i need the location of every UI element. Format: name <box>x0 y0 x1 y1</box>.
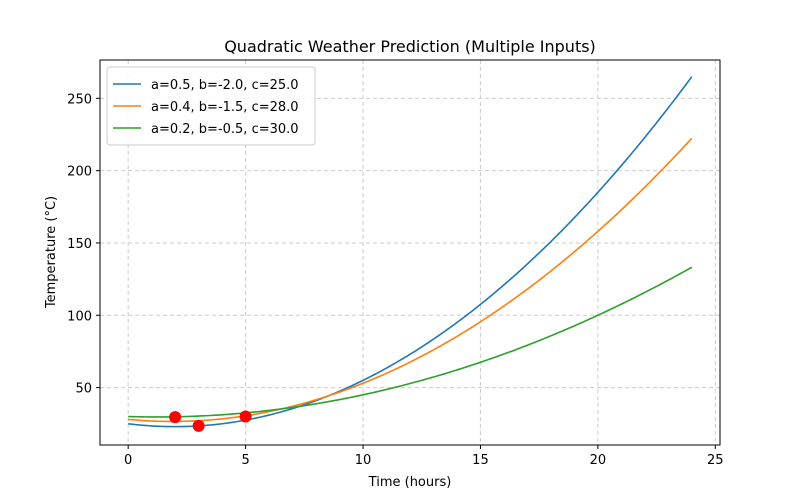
legend-box <box>106 66 316 146</box>
series-line <box>128 76 693 428</box>
axis-ticks: 0 5 10 15 20 25 50 100 150 200 250 <box>67 92 723 468</box>
x-tick-label: 15 <box>472 453 489 468</box>
legend-label: a=0.5, b=-2.0, c=25.0 <box>151 78 299 93</box>
legend-label: a=0.4, b=-1.5, c=28.0 <box>151 100 299 115</box>
y-tick-label: 250 <box>67 92 92 107</box>
y-tick-label: 150 <box>67 237 92 252</box>
series-line <box>128 266 693 418</box>
plot-frame <box>99 59 721 446</box>
plot-area <box>128 76 693 432</box>
x-tick-label: 10 <box>355 453 372 468</box>
series-line <box>128 137 693 423</box>
highlight-point <box>192 419 205 432</box>
x-tick-label: 25 <box>707 453 724 468</box>
x-tick-label: 0 <box>124 453 132 468</box>
legend-label: a=0.2, b=-0.5, c=30.0 <box>151 122 299 137</box>
x-tick-label: 20 <box>590 453 607 468</box>
y-tick-label: 200 <box>67 165 92 180</box>
y-tick-label: 50 <box>75 382 92 397</box>
legend: a=0.5, b=-2.0, c=25.0 a=0.4, b=-1.5, c=28… <box>106 66 316 146</box>
y-tick-label: 100 <box>67 309 92 324</box>
highlight-point <box>169 411 182 424</box>
chart-title: Quadratic Weather Prediction (Multiple I… <box>224 37 596 56</box>
x-axis-label: Time (hours) <box>368 475 452 490</box>
x-tick-label: 5 <box>241 453 249 468</box>
highlight-point <box>239 410 252 423</box>
y-axis-label: Temperature (°C) <box>44 196 59 309</box>
